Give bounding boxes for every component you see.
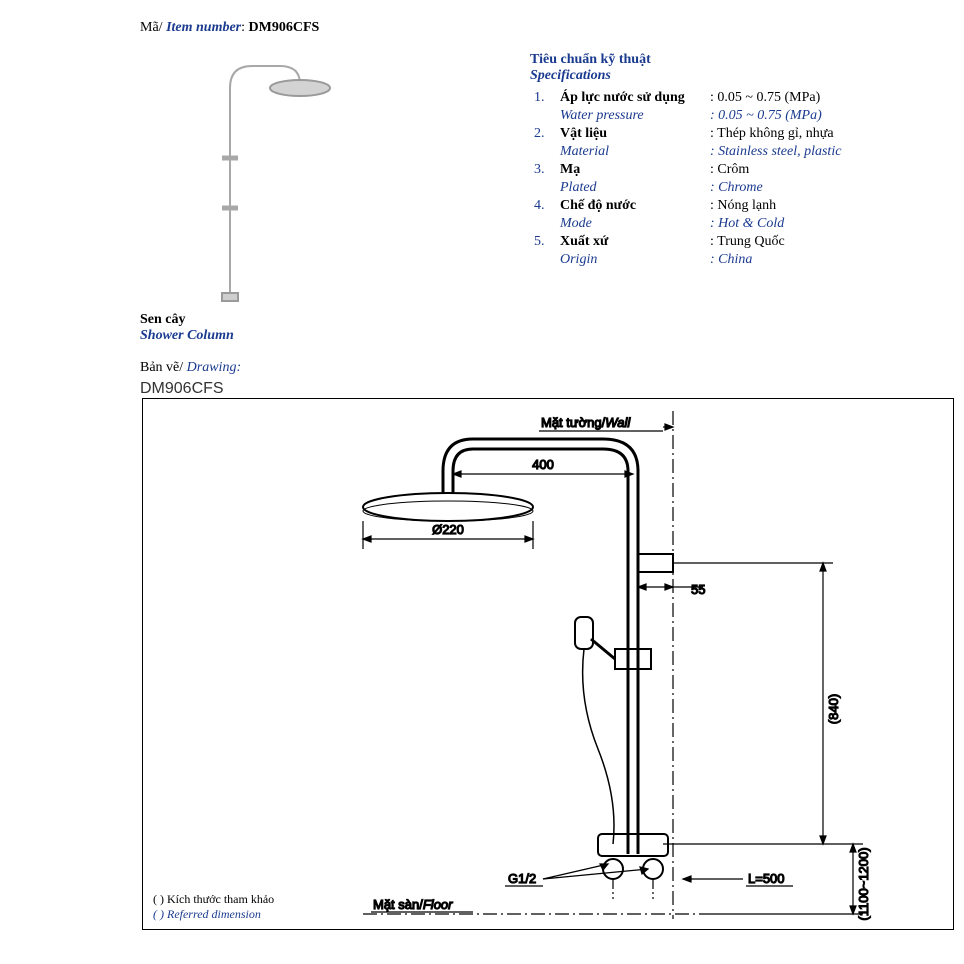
spec-value-en: : China — [710, 252, 752, 268]
note-en: ( ) Referred dimension — [153, 907, 274, 923]
spec-value-vn: : Crôm — [710, 162, 749, 178]
svg-text:400: 400 — [532, 457, 554, 472]
svg-text:55: 55 — [691, 582, 705, 597]
spec-label-en: Plated — [560, 180, 710, 196]
specs-title-en: Specifications — [530, 68, 900, 84]
svg-text:(1100~1200): (1100~1200) — [856, 847, 871, 920]
spec-value-en: : Hot & Cold — [710, 216, 784, 232]
spec-value-en: : 0.05 ~ 0.75 (MPa) — [710, 108, 822, 124]
technical-drawing: Mặt tường/Wall Ø22 — [142, 398, 954, 930]
spec-value-vn: : Nóng lạnh — [710, 198, 776, 214]
specs-title-vn: Tiêu chuẩn kỹ thuật — [530, 52, 900, 68]
ma-label-en: Item number — [163, 20, 242, 35]
spec-label-vn: Xuất xứ — [560, 234, 710, 250]
spec-number: 2. — [530, 126, 560, 142]
spec-label-en: Water pressure — [560, 108, 710, 124]
spec-label-vn: Chế độ nước — [560, 198, 710, 214]
spec-value-en: : Chrome — [710, 180, 763, 196]
drawing-id: DM906CFS — [140, 380, 900, 398]
spec-label-en: Mode — [560, 216, 710, 232]
spec-value-vn: : Thép không gỉ, nhựa — [710, 126, 834, 142]
specifications-block: Tiêu chuẩn kỹ thuật Specifications 1.Áp … — [530, 42, 900, 344]
svg-text:Mặt tường/Wall: Mặt tường/Wall — [541, 415, 631, 430]
spec-label-vn: Vật liệu — [560, 126, 710, 142]
spec-label-vn: Mạ — [560, 162, 710, 178]
spec-number: 1. — [530, 90, 560, 106]
svg-text:Ø220: Ø220 — [432, 522, 464, 537]
svg-text:G1/2: G1/2 — [508, 871, 536, 886]
spec-label-en: Origin — [560, 252, 710, 268]
svg-text:Mặt sàn/Floor: Mặt sàn/Floor — [373, 897, 453, 912]
drawing-label-en: Drawing: — [183, 360, 241, 375]
item-number-line: Mã/ Item number: DM906CFS — [140, 20, 900, 36]
spec-value-en: : Stainless steel, plastic — [710, 144, 841, 160]
product-name-en: Shower Column — [140, 328, 530, 344]
note-vn: ( ) Kích thước tham khảo — [153, 892, 274, 908]
product-illustration — [160, 48, 360, 308]
svg-text:L=500: L=500 — [748, 871, 785, 886]
spec-number: 3. — [530, 162, 560, 178]
drawing-notes: ( ) Kích thước tham khảo ( ) Referred di… — [153, 892, 274, 923]
spec-number: 5. — [530, 234, 560, 250]
drawing-label-vn: Bản vẽ/ — [140, 360, 183, 375]
item-number: DM906CFS — [249, 20, 320, 35]
spec-number: 4. — [530, 198, 560, 214]
product-name-vn: Sen cây — [140, 312, 530, 328]
spec-value-vn: : 0.05 ~ 0.75 (MPa) — [710, 90, 820, 106]
spec-label-en: Material — [560, 144, 710, 160]
spec-label-vn: Áp lực nước sử dụng — [560, 90, 710, 106]
spec-value-vn: : Trung Quốc — [710, 234, 785, 250]
svg-text:(840): (840) — [826, 694, 841, 724]
ma-label-vn: Mã/ — [140, 20, 163, 35]
